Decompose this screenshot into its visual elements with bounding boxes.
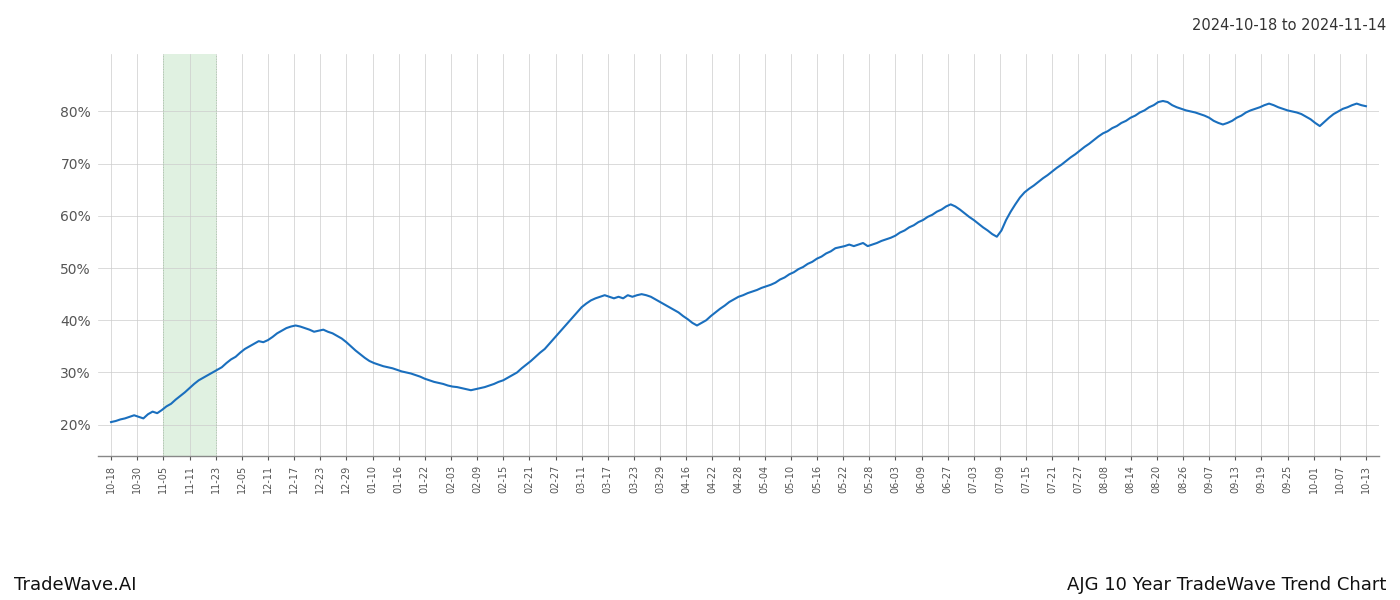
Text: 2024-10-18 to 2024-11-14: 2024-10-18 to 2024-11-14 xyxy=(1191,18,1386,33)
Text: AJG 10 Year TradeWave Trend Chart: AJG 10 Year TradeWave Trend Chart xyxy=(1067,576,1386,594)
Bar xyxy=(164,54,216,456)
Text: TradeWave.AI: TradeWave.AI xyxy=(14,576,137,594)
